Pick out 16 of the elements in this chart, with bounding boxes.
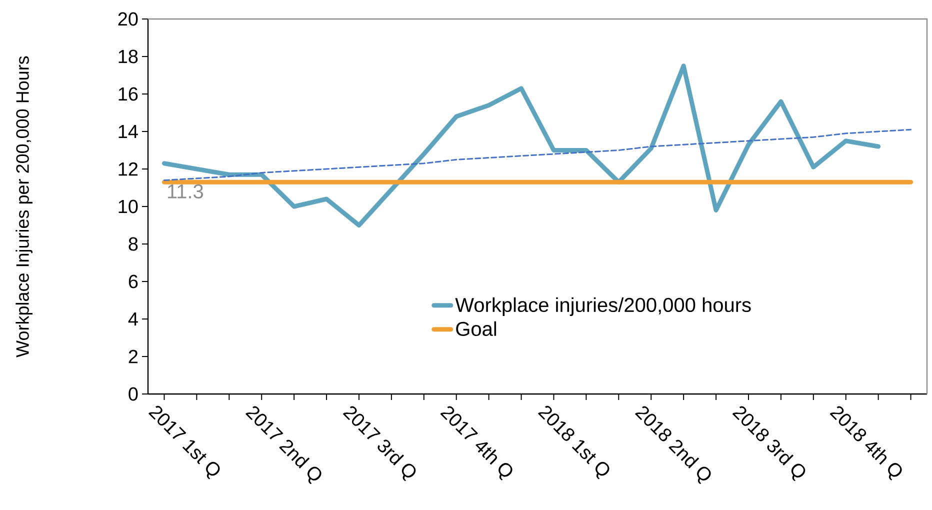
y-tick-label: 16 (118, 87, 138, 101)
y-tick-label: 6 (128, 274, 138, 288)
y-tick-label: 14 (118, 124, 138, 138)
legend-label: Workplace injuries/200,000 hours (455, 297, 751, 316)
y-tick-label: 12 (118, 162, 138, 176)
y-tick-label: 8 (128, 237, 138, 251)
line-series (162, 64, 881, 228)
y-tick-label: 20 (118, 12, 138, 26)
y-tick-label: 10 (118, 200, 138, 214)
y-axis-title: Workplace Injuries per 200,000 Hours (16, 56, 32, 358)
y-tick-label: 0 (128, 387, 138, 401)
y-tick-label: 4 (128, 312, 138, 326)
y-tick-label: 18 (118, 50, 138, 64)
data-label: 11.3 (168, 184, 203, 198)
legend-label: Goal (456, 321, 496, 336)
y-tick-label: 2 (128, 350, 138, 364)
